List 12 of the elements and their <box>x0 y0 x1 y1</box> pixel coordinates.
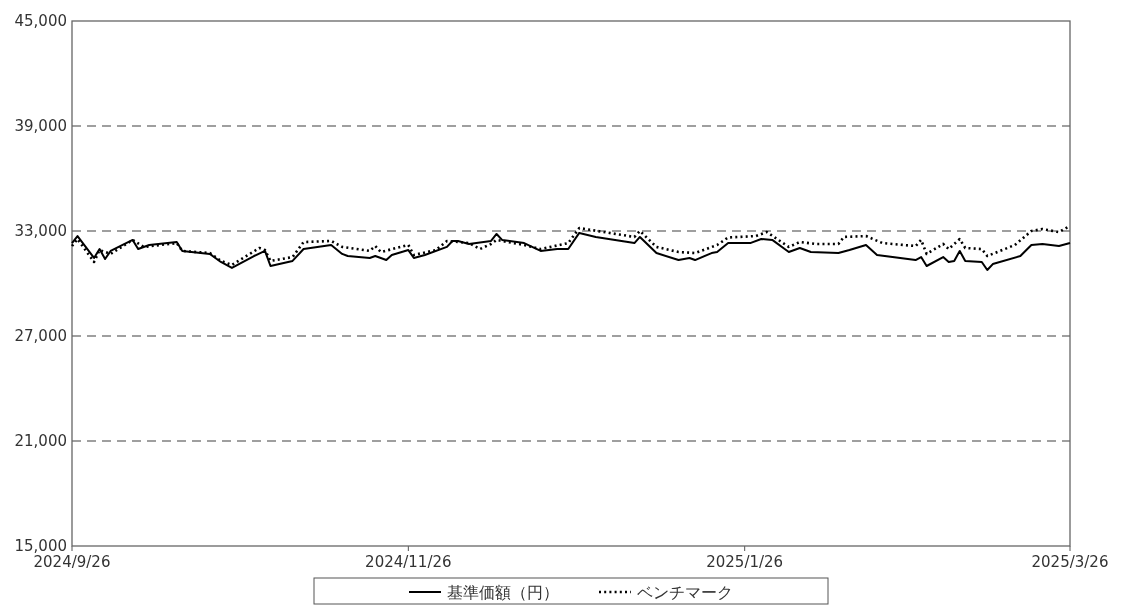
legend-label: ベンチマーク <box>637 583 733 602</box>
y-tick-label: 33,000 <box>14 222 67 240</box>
x-tick-label: 2025/3/26 <box>1031 553 1109 571</box>
y-tick-label: 39,000 <box>14 117 67 135</box>
y-tick-label: 15,000 <box>14 537 67 555</box>
legend-label: 基準価額（円） <box>447 583 559 602</box>
y-tick-label: 27,000 <box>14 327 67 345</box>
x-tick-label: 2024/11/26 <box>365 553 452 571</box>
y-tick-label: 45,000 <box>14 12 67 30</box>
x-tick-label: 2025/1/26 <box>706 553 784 571</box>
y-tick-label: 21,000 <box>14 432 67 450</box>
x-tick-label: 2024/9/26 <box>33 553 111 571</box>
